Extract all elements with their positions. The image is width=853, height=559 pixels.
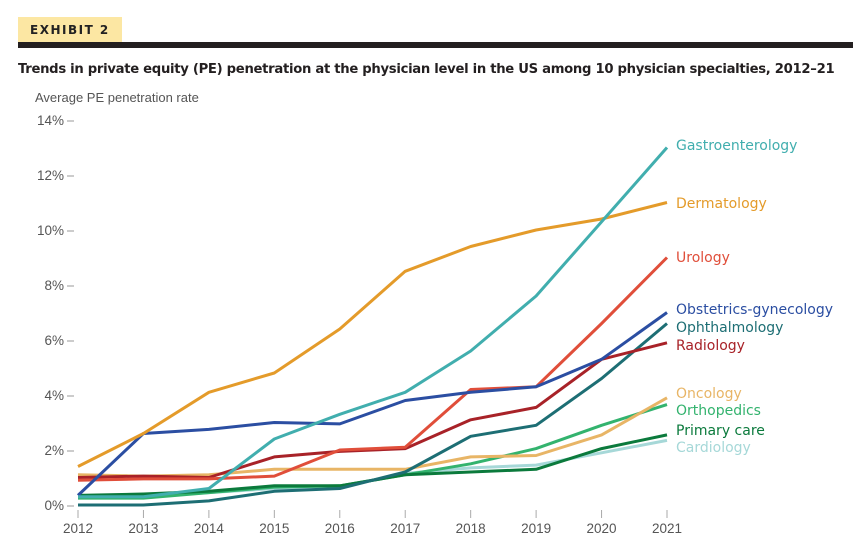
legend-label: Radiology <box>676 338 745 354</box>
series-line-gastroenterology <box>78 146 669 499</box>
legend-label: Dermatology <box>676 196 767 212</box>
legend-label: Oncology <box>676 386 742 402</box>
header-rule <box>18 42 853 48</box>
y-tick-label: 12% <box>37 168 64 183</box>
y-tick-label: 6% <box>44 333 64 348</box>
y-tick-label: 4% <box>44 388 64 403</box>
y-axis-label: Average PE penetration rate <box>35 90 199 105</box>
x-tick-label: 2018 <box>456 521 486 536</box>
x-tick-label: 2016 <box>325 521 355 536</box>
legend-label: Obstetrics-gynecology <box>676 302 833 318</box>
series-line-primary-care <box>77 433 668 497</box>
legend-label: Orthopedics <box>676 403 761 419</box>
series-line-urology <box>77 256 669 482</box>
y-tick-label: 14% <box>37 113 64 128</box>
series-line-obstetrics-gynecology <box>76 311 668 497</box>
series-lines <box>76 146 669 507</box>
x-tick-label: 2012 <box>63 521 93 536</box>
x-tick-label: 2021 <box>652 521 682 536</box>
y-tick-label: 0% <box>44 498 64 513</box>
series-line-dermatology <box>77 201 668 468</box>
x-tick-label: 2019 <box>521 521 551 536</box>
series-line-ophthalmology <box>78 322 668 507</box>
legend-label: Ophthalmology <box>676 320 783 336</box>
chart-title: Trends in private equity (PE) penetratio… <box>18 62 835 77</box>
legend-label: Urology <box>676 250 730 266</box>
x-tick-label: 2014 <box>194 521 225 536</box>
legend-label: Cardiology <box>676 440 751 456</box>
y-tick-label: 2% <box>44 443 64 458</box>
series-line-oncology <box>77 396 668 478</box>
legend-label: Gastroenterology <box>676 138 797 154</box>
legend-label: Primary care <box>676 423 765 439</box>
y-axis: 0% 2% 4% 6% 8% 10% 12% 14% <box>37 113 74 513</box>
x-tick-label: 2017 <box>390 521 420 536</box>
x-tick-label: 2013 <box>128 521 158 536</box>
y-tick-label: 8% <box>44 278 64 293</box>
y-tick-label: 10% <box>37 223 64 238</box>
exhibit-label: EXHIBIT 2 <box>18 17 122 42</box>
x-tick-label: 2020 <box>587 521 617 536</box>
x-axis: 2012 2013 2014 2015 2016 2017 2018 2019 2020 2021 <box>63 510 682 536</box>
x-tick-label: 2015 <box>259 521 289 536</box>
legend: Gastroenterology Dermatology Urology Obstet… <box>676 138 833 456</box>
